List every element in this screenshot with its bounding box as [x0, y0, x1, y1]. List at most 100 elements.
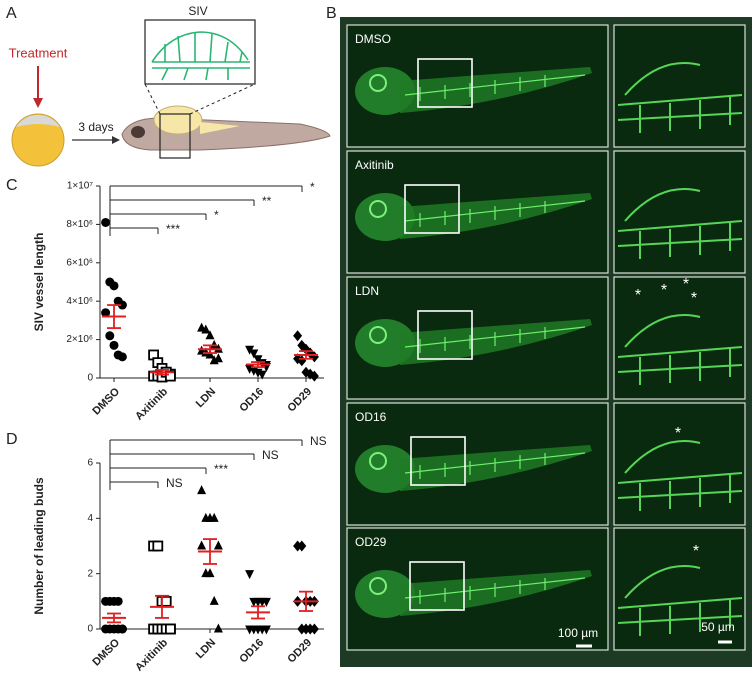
- schematic: Treatment 3 days SIV: [9, 4, 331, 167]
- x-tick-label: OD29: [285, 386, 314, 415]
- data-point: [101, 217, 111, 227]
- asterisk: *: [693, 543, 699, 560]
- data-point: [261, 625, 271, 635]
- asterisk: *: [661, 282, 667, 299]
- y-axis-title: SIV vessel length: [32, 233, 46, 332]
- fish-body: [400, 67, 592, 113]
- data-point: [117, 300, 127, 310]
- fish-eye: [369, 326, 387, 344]
- inset-vessels: [617, 314, 743, 385]
- x-tick-label: DMSO: [90, 385, 122, 417]
- y-tick-label: 4×10⁶: [66, 296, 93, 307]
- significance-label: *: [214, 208, 219, 222]
- image-label: DMSO: [355, 32, 391, 46]
- x-tick-label: DMSO: [90, 636, 122, 668]
- roi-box: [404, 184, 460, 234]
- data-point: [209, 595, 219, 605]
- fish-eye: [369, 74, 387, 92]
- fish-vessels: [404, 577, 586, 604]
- data-point: [109, 281, 119, 291]
- data-point: [201, 324, 211, 334]
- y-tick-label: 6×10⁶: [66, 257, 93, 268]
- asterisk: *: [635, 287, 641, 304]
- data-point: [209, 512, 219, 522]
- x-tick-label: OD16: [237, 386, 266, 415]
- scale-bar-label: 50 µm: [701, 620, 735, 634]
- yolk: [153, 105, 203, 135]
- inset-frame: [613, 150, 746, 274]
- data-point: [209, 339, 219, 349]
- data-point: [152, 540, 164, 552]
- fish-body: [400, 445, 592, 491]
- fish-body: [400, 570, 592, 616]
- panel-letter: A: [6, 5, 17, 22]
- y-tick-label: 0: [87, 373, 93, 384]
- data-point: [101, 308, 111, 318]
- inset-vessels: [617, 62, 743, 133]
- data-point: [160, 595, 172, 607]
- data-point: [213, 623, 223, 633]
- roi-box: [409, 561, 465, 611]
- y-axis-title: Number of leading buds: [32, 477, 46, 615]
- significance-label: *: [310, 180, 315, 194]
- y-tick-label: 8×10⁶: [66, 219, 93, 230]
- data-point: [245, 345, 255, 355]
- significance-label: NS: [262, 448, 279, 462]
- data-point: [213, 540, 223, 550]
- fish-eye: [369, 200, 387, 218]
- fish-body: [400, 193, 592, 239]
- data-point: [205, 330, 215, 340]
- panel-letter: C: [6, 177, 18, 194]
- y-tick-label: 2: [87, 568, 93, 579]
- duration-label: 3 days: [78, 120, 113, 134]
- data-point: [113, 596, 123, 606]
- siv-box: [159, 113, 191, 159]
- significance-label: NS: [310, 434, 327, 448]
- inset-frame: [613, 402, 746, 526]
- arrow-head: [33, 98, 43, 108]
- treatment-label: Treatment: [9, 45, 68, 60]
- fish-eye: [369, 577, 387, 595]
- x-tick-label: LDN: [194, 637, 219, 662]
- data-point: [309, 623, 319, 635]
- data-point: [197, 485, 207, 495]
- data-point: [297, 540, 307, 552]
- arrow-head: [112, 136, 120, 144]
- image-label: Axitinib: [355, 158, 394, 172]
- fish-vessels: [404, 200, 586, 227]
- inset-frame: [613, 527, 746, 651]
- panel-letter: B: [326, 5, 337, 22]
- inset-frame: [613, 276, 746, 400]
- data-point: [117, 352, 127, 362]
- y-tick-label: 1×10⁷: [67, 181, 94, 192]
- data-point: [205, 568, 215, 578]
- siv-vessels: [151, 31, 250, 81]
- data-point: [249, 349, 259, 359]
- panel-letter: D: [6, 431, 18, 448]
- asterisk: *: [691, 290, 697, 307]
- fish-vessels: [404, 326, 586, 353]
- data-point: [261, 597, 271, 607]
- x-tick-label: LDN: [194, 386, 219, 411]
- x-tick-label: Axitinib: [133, 637, 170, 674]
- siv-inset: [144, 19, 256, 85]
- significance-label: ***: [214, 462, 228, 476]
- data-point: [197, 540, 207, 550]
- data-point: [117, 624, 127, 634]
- data-point: [213, 353, 223, 363]
- inset-vessels: [617, 440, 743, 511]
- asterisk: *: [683, 276, 689, 293]
- data-point: [245, 570, 255, 580]
- data-point: [109, 340, 119, 350]
- inset-vessels: [617, 188, 743, 259]
- data-point: [105, 331, 115, 341]
- y-tick-label: 4: [87, 513, 93, 524]
- image-label: OD29: [355, 535, 387, 549]
- yolk-extension: [200, 122, 240, 134]
- significance-label: ***: [166, 222, 180, 236]
- fish-body: [400, 319, 592, 365]
- roi-box: [417, 58, 473, 108]
- inset-vessels: [617, 565, 743, 636]
- fish-body: [121, 117, 331, 151]
